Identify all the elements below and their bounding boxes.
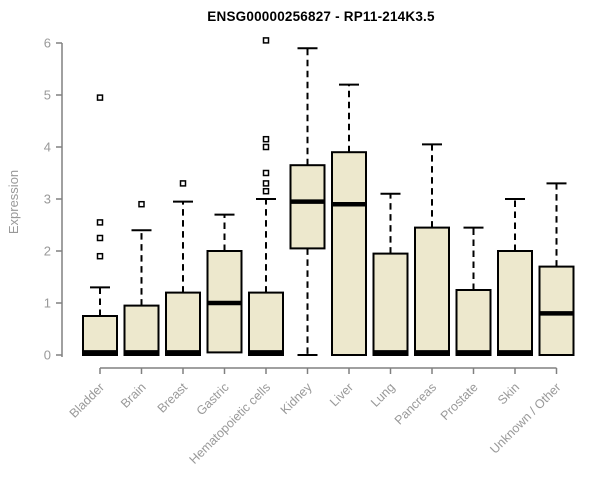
box-unknown-other <box>538 265 575 357</box>
x-tick-label-prostate: Prostate <box>438 380 481 423</box>
x-tick-label-pancreas: Pancreas <box>392 380 439 427</box>
x-tick-label-kidney: Kidney <box>278 380 315 417</box>
box-kidney <box>289 164 326 250</box>
y-tick-label: 2 <box>44 244 51 259</box>
x-tick-label-brain: Brain <box>118 380 149 411</box>
outlier-point-bladder <box>96 94 104 101</box>
outlier-point-brain <box>138 200 145 208</box>
box-skin <box>497 250 533 356</box>
y-tick-label: 4 <box>44 140 51 155</box>
x-tick-label-breast: Breast <box>155 380 191 416</box>
x-tick-label-hematopoietic-cells: Hematopoietic cells <box>187 380 274 467</box>
x-tick-label-lung: Lung <box>368 380 398 410</box>
box-breast <box>165 291 201 357</box>
chart-title: ENSG00000256827 - RP11-214K3.5 <box>207 9 435 24</box>
x-tick-label-skin: Skin <box>495 380 522 407</box>
x-tick-label-unknown-other: Unknown / Other <box>487 380 563 456</box>
outlier-point-hematopoietic-cells <box>262 180 270 187</box>
y-tick-label: 3 <box>44 192 51 207</box>
outlier-point-hematopoietic-cells <box>262 135 270 143</box>
outlier-point-hematopoietic-cells <box>262 187 270 195</box>
y-tick-label: 0 <box>44 348 51 363</box>
x-tick-label-gastric: Gastric <box>194 380 232 418</box>
x-tick-label-bladder: Bladder <box>67 380 107 420</box>
outlier-point-bladder <box>96 234 104 242</box>
outlier-point-hematopoietic-cells <box>262 37 270 44</box>
box-bladder <box>82 315 118 356</box>
box-prostate <box>455 289 492 356</box>
y-tick-label: 5 <box>44 88 51 103</box>
box-lung <box>372 252 409 357</box>
outlier-point-breast <box>179 180 187 187</box>
outlier-point-hematopoietic-cells <box>262 143 270 151</box>
box-liver <box>331 151 367 356</box>
box-brain <box>123 304 160 357</box>
x-tick-label-liver: Liver <box>327 380 356 409</box>
outlier-point-bladder <box>96 219 104 226</box>
box-pancreas <box>414 226 450 357</box>
y-tick-label: 1 <box>44 296 51 311</box>
outlier-point-bladder <box>96 252 104 260</box>
y-tick-label: 6 <box>44 36 51 51</box>
box-hematopoietic-cells <box>248 291 284 357</box>
outlier-point-hematopoietic-cells <box>262 169 270 177</box>
